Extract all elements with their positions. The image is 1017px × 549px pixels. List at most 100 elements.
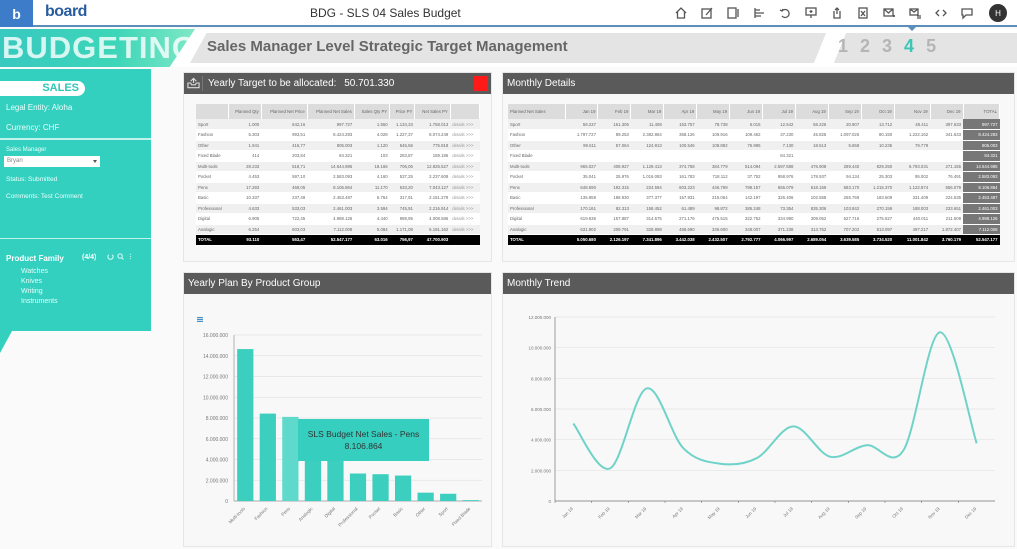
table-cell[interactable]: 135.959 <box>565 192 598 204</box>
bar-basic[interactable] <box>394 475 412 501</box>
table-cell[interactable]: 799.157 <box>729 182 763 193</box>
board-logo-icon[interactable]: b <box>0 0 33 27</box>
table-cell[interactable] <box>597 150 631 162</box>
table-cell[interactable]: 89.253 <box>597 129 631 141</box>
table-cell[interactable]: 45.825 <box>795 129 829 141</box>
bar-digital[interactable] <box>327 449 344 501</box>
more-icon[interactable] <box>127 253 134 260</box>
table-cell[interactable]: 158.452 <box>630 203 664 214</box>
mail-icon[interactable] <box>879 3 899 23</box>
table-cell[interactable]: 1.122.874 <box>894 182 931 193</box>
table-cell[interactable]: 142.197 <box>729 192 763 204</box>
table-cell[interactable]: 1.016.093 <box>630 171 664 183</box>
bar-multi-tools[interactable] <box>237 349 254 501</box>
table-cell[interactable]: 76.491 <box>930 171 964 183</box>
table-cell[interactable]: 707.202 <box>828 224 862 235</box>
table-cell[interactable]: 192.315 <box>597 182 631 193</box>
table-cell[interactable]: 965.027 <box>565 161 598 172</box>
product-family-item[interactable]: Instruments <box>21 298 58 305</box>
table-cell[interactable] <box>630 150 664 162</box>
table-cell[interactable]: 95.002 <box>894 171 931 183</box>
bar-sport[interactable] <box>440 493 457 501</box>
excel-icon[interactable] <box>853 3 873 23</box>
table-cell[interactable]: 153.757 <box>663 119 697 130</box>
table-cell[interactable]: 2.597.588 <box>762 161 796 172</box>
table-cell[interactable]: 631.902 <box>565 224 598 235</box>
table-cell[interactable]: 188.003 <box>894 203 931 214</box>
table-cell[interactable]: 271.155 <box>930 161 964 172</box>
table-cell[interactable]: 408.927 <box>597 161 631 172</box>
table-cell[interactable]: 513.097 <box>861 224 895 235</box>
table-cell[interactable] <box>565 150 598 162</box>
table-cell[interactable]: 98.872 <box>696 203 730 214</box>
details-link[interactable]: details >>> <box>450 140 480 151</box>
monthly-trend-line-chart[interactable]: 0 2.000.000 4.000.000 6.000.000 8.000.000 10.… <box>503 295 1016 548</box>
alert-indicator-button[interactable] <box>474 76 488 91</box>
table-cell[interactable]: 124.913 <box>630 140 664 151</box>
table-cell[interactable] <box>795 150 829 162</box>
table-cell[interactable]: 157.887 <box>597 213 631 225</box>
details-link[interactable]: details >>> <box>450 119 480 130</box>
table-cell[interactable]: 331.409 <box>894 192 931 204</box>
table-cell[interactable]: 313.762 <box>795 224 829 235</box>
table-cell[interactable] <box>828 150 862 162</box>
table-cell[interactable]: 7.130 <box>762 140 796 151</box>
details-link[interactable]: details >>> <box>450 224 480 235</box>
table-cell[interactable]: 48.411 <box>894 119 931 130</box>
step-3[interactable]: 3 <box>882 36 893 56</box>
table-cell[interactable]: 100.546 <box>663 140 697 151</box>
code-icon[interactable] <box>931 3 951 23</box>
table-cell[interactable]: 556.079 <box>930 182 964 193</box>
table-cell[interactable]: 170.161 <box>565 203 598 214</box>
table-cell[interactable]: 79.779 <box>894 140 931 151</box>
table-cell[interactable]: 109.462 <box>729 129 763 141</box>
table-cell[interactable]: 270.159 <box>861 203 895 214</box>
table-cell[interactable]: 94.134 <box>828 171 862 183</box>
table-cell[interactable]: 1.215.370 <box>861 182 895 193</box>
table-cell[interactable]: 59.237 <box>565 119 598 130</box>
table-cell[interactable] <box>729 150 763 162</box>
table-cell[interactable]: 397.633 <box>930 119 964 130</box>
table-cell[interactable]: 6.015 <box>729 119 763 130</box>
table-cell[interactable]: 446.799 <box>696 182 730 193</box>
export-icon[interactable] <box>827 3 847 23</box>
table-cell[interactable]: 1.097.026 <box>828 129 862 141</box>
presentation-icon[interactable] <box>801 3 821 23</box>
table-cell[interactable]: 215.064 <box>696 192 730 204</box>
details-link[interactable]: details >>> <box>450 182 480 193</box>
table-cell[interactable]: 25.976 <box>597 171 631 183</box>
table-cell[interactable]: 61.489 <box>663 203 697 214</box>
table-cell[interactable]: 718.112 <box>696 171 730 183</box>
table-cell[interactable]: 183.609 <box>861 192 895 204</box>
table-cell[interactable]: 476.908 <box>795 161 829 172</box>
table-cell[interactable]: 371.238 <box>762 224 796 235</box>
table-cell[interactable]: 255.759 <box>828 192 862 204</box>
table-cell[interactable]: 82.313 <box>597 203 631 214</box>
table-cell[interactable]: 6.793.031 <box>894 161 931 172</box>
table-cell[interactable]: 341.633 <box>930 129 964 141</box>
table-cell[interactable]: 233.651 <box>930 203 964 214</box>
table-cell[interactable]: 20.907 <box>828 119 862 130</box>
table-cell[interactable]: 58.226 <box>795 119 829 130</box>
table-cell[interactable] <box>663 150 697 162</box>
table-cell[interactable]: 385.248 <box>729 203 763 214</box>
table-cell[interactable]: 11.408 <box>630 119 664 130</box>
table-cell[interactable]: 348.007 <box>729 224 763 235</box>
table-cell[interactable]: 2.382.864 <box>630 129 664 141</box>
bar-pens[interactable] <box>282 416 299 501</box>
sales-tab[interactable]: SALES <box>0 81 85 96</box>
layout-icon[interactable] <box>749 3 769 23</box>
table-cell[interactable]: 5.658 <box>828 140 862 151</box>
table-cell[interactable]: 108.882 <box>696 140 730 151</box>
product-family-item[interactable]: Writing <box>21 288 43 295</box>
table-cell[interactable]: 157.931 <box>663 192 697 204</box>
table-cell[interactable]: 835.306 <box>795 203 829 214</box>
bar-fashion[interactable] <box>259 413 276 501</box>
table-cell[interactable]: 374.758 <box>663 161 697 172</box>
details-link[interactable]: details >>> <box>450 129 480 141</box>
table-cell[interactable]: 57.064 <box>597 140 631 151</box>
bar-professional[interactable] <box>349 473 367 501</box>
table-cell[interactable]: 78.738 <box>696 119 730 130</box>
details-link[interactable]: details >>> <box>450 203 480 214</box>
table-cell[interactable] <box>861 150 895 162</box>
